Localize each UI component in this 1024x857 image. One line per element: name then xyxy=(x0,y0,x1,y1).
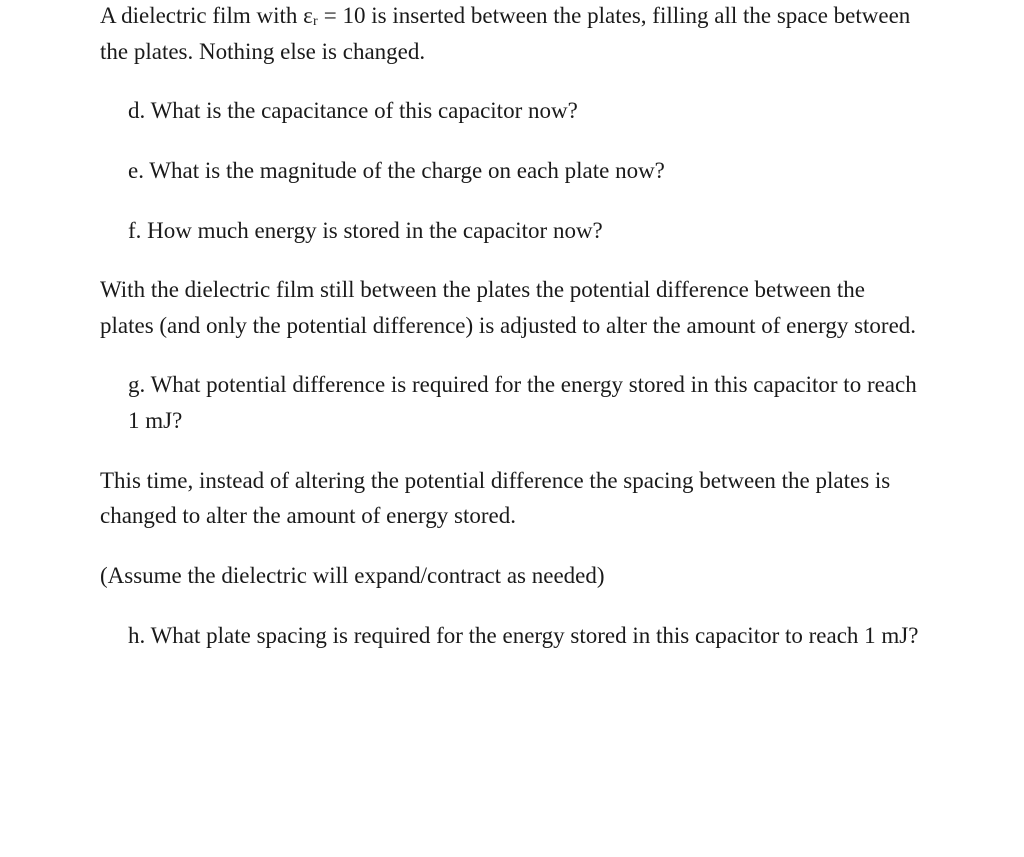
intro-paragraph: A dielectric film with εᵣ = 10 is insert… xyxy=(100,0,924,69)
question-e: e. What is the magnitude of the charge o… xyxy=(100,153,924,189)
question-f: f. How much energy is stored in the capa… xyxy=(100,213,924,249)
question-h: h. What plate spacing is required for th… xyxy=(100,618,924,654)
note-paragraph: (Assume the dielectric will expand/contr… xyxy=(100,558,924,594)
question-d: d. What is the capacitance of this capac… xyxy=(100,93,924,129)
mid-paragraph-1: With the dielectric film still between t… xyxy=(100,272,924,343)
question-g: g. What potential difference is required… xyxy=(100,367,924,438)
mid-paragraph-2: This time, instead of altering the poten… xyxy=(100,463,924,534)
